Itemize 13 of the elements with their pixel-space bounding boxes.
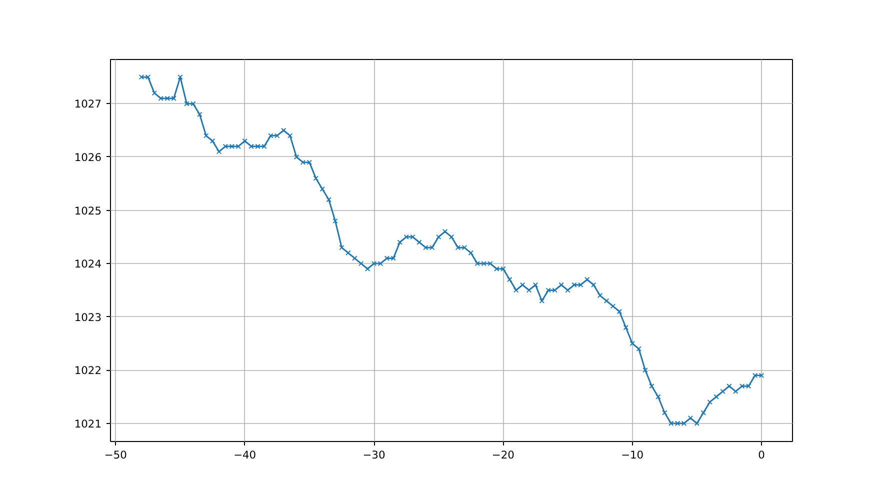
y-tick-label: 1021 [74, 417, 102, 430]
y-tick-label: 1024 [74, 258, 102, 271]
x-tick-label: 0 [758, 448, 766, 462]
y-tick-label: 1026 [74, 151, 102, 164]
x-tick-label: −30 [362, 448, 386, 462]
y-tick-label: 1023 [74, 310, 102, 324]
x-tick-label: −40 [234, 448, 256, 462]
y-tick-label: 1025 [74, 204, 102, 218]
y-tick-label: 1027 [74, 98, 102, 111]
x-tick-label: −20 [492, 448, 515, 462]
x-tick-label: −10 [621, 448, 644, 462]
y-tick-label: 1022 [74, 364, 102, 378]
x-tick-label: −50 [104, 448, 128, 462]
